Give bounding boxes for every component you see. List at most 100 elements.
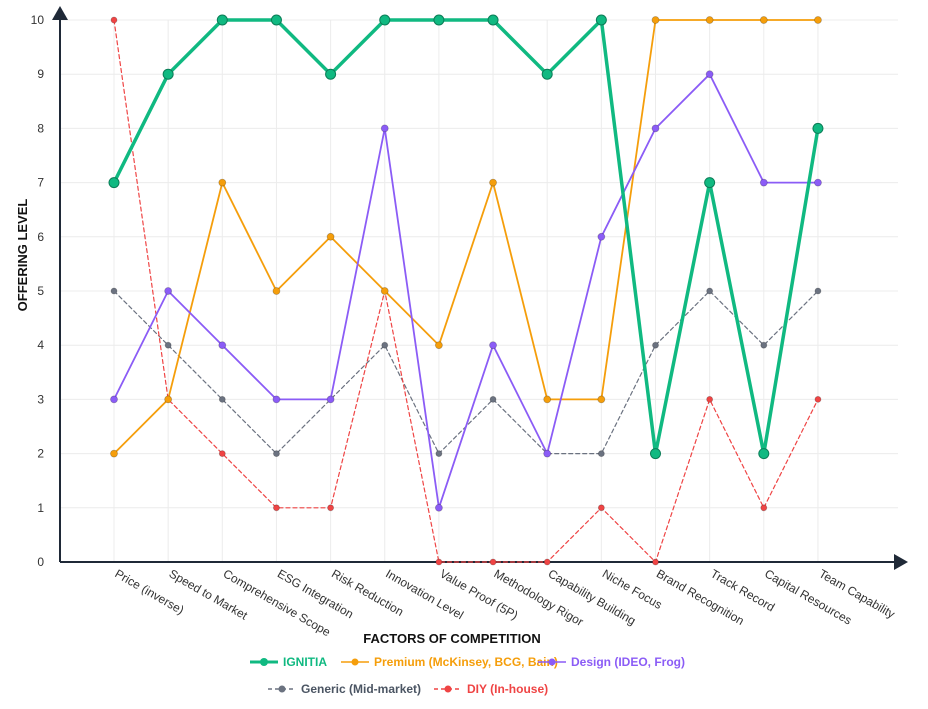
point-design-ideo-frog-10 xyxy=(651,124,660,133)
point-diy-in-house-7 xyxy=(489,558,497,566)
y-tick-label-10: 10 xyxy=(31,13,45,27)
point-premium-mckinsey-bcg-bain-9 xyxy=(597,395,606,404)
point-premium-mckinsey-bcg-bain-4 xyxy=(326,232,335,241)
y-tick-label-3: 3 xyxy=(37,392,44,406)
point-generic-mid-market-9 xyxy=(597,450,605,458)
point-design-ideo-frog-12 xyxy=(759,178,768,187)
x-tick-label-7: Methodology Rigor xyxy=(492,566,586,628)
legend-label: Design (IDEO, Frog) xyxy=(571,655,685,669)
point-generic-mid-market-13 xyxy=(814,287,822,295)
legend-label: Generic (Mid-market) xyxy=(301,682,421,696)
point-premium-mckinsey-bcg-bain-7 xyxy=(489,178,497,187)
point-design-ideo-frog-9 xyxy=(597,232,606,241)
point-generic-mid-market-2 xyxy=(218,395,226,403)
point-ignitia-12 xyxy=(758,448,770,460)
y-tick-label-9: 9 xyxy=(37,67,44,81)
point-ignitia-4 xyxy=(325,68,337,80)
point-diy-in-house-3 xyxy=(273,504,280,512)
point-premium-mckinsey-bcg-bain-13 xyxy=(814,16,822,24)
series-group xyxy=(108,14,824,566)
grid-lines xyxy=(60,19,898,563)
point-premium-mckinsey-bcg-bain-12 xyxy=(759,16,768,24)
y-axis-title: OFFERING LEVEL xyxy=(15,199,30,312)
legend-swatch-marker xyxy=(351,658,359,666)
point-design-ideo-frog-7 xyxy=(489,341,497,350)
legend-item-generic-mid-market[interactable]: Generic (Mid-market) xyxy=(268,682,421,696)
point-premium-mckinsey-bcg-bain-6 xyxy=(434,341,443,350)
point-ignitia-8 xyxy=(541,68,553,80)
point-ignitia-6 xyxy=(433,14,445,26)
point-ignitia-7 xyxy=(487,14,499,26)
y-tick-label-1: 1 xyxy=(37,501,44,515)
point-generic-mid-market-5 xyxy=(381,341,389,349)
point-design-ideo-frog-13 xyxy=(814,178,822,187)
point-design-ideo-frog-0 xyxy=(110,395,118,404)
point-diy-in-house-4 xyxy=(327,504,335,512)
point-design-ideo-frog-4 xyxy=(326,395,335,404)
legend-swatch-marker xyxy=(548,658,556,666)
series-ignitia xyxy=(108,14,824,460)
point-diy-in-house-6 xyxy=(435,558,443,566)
y-tick-labels: 0 1 2 3 4 5 6 7 8 9 10 xyxy=(31,13,45,569)
point-diy-in-house-2 xyxy=(218,450,226,458)
x-tick-labels: Price (inverse)Speed to MarketComprehens… xyxy=(113,566,898,639)
point-generic-mid-market-3 xyxy=(273,450,280,458)
y-tick-label-4: 4 xyxy=(37,338,44,352)
legend-item-diy-in-house[interactable]: DIY (In-house) xyxy=(434,682,548,696)
point-generic-mid-market-11 xyxy=(706,287,714,295)
point-ignitia-3 xyxy=(270,14,282,26)
point-premium-mckinsey-bcg-bain-10 xyxy=(651,16,660,24)
point-ignitia-11 xyxy=(704,177,716,189)
series-design-ideo-frog xyxy=(110,70,822,512)
point-diy-in-house-9 xyxy=(597,504,605,512)
legend-label: IGNITIA xyxy=(283,655,327,669)
point-ignitia-2 xyxy=(216,14,228,26)
legend-item-design-ideo-frog[interactable]: Design (IDEO, Frog) xyxy=(538,655,685,669)
legend-swatch-marker xyxy=(444,685,452,693)
y-tick-label-6: 6 xyxy=(37,230,44,244)
legend-swatch-marker xyxy=(278,685,286,693)
legend-item-ignitia[interactable]: IGNITIA xyxy=(250,655,327,669)
y-tick-label-7: 7 xyxy=(37,176,44,190)
point-design-ideo-frog-5 xyxy=(380,124,389,133)
point-premium-mckinsey-bcg-bain-2 xyxy=(218,178,227,187)
point-diy-in-house-11 xyxy=(706,395,714,403)
point-ignitia-0 xyxy=(108,177,120,189)
point-diy-in-house-12 xyxy=(760,504,768,512)
point-design-ideo-frog-6 xyxy=(434,503,443,512)
point-generic-mid-market-10 xyxy=(652,341,659,349)
x-axis-title: FACTORS OF COMPETITION xyxy=(363,631,540,646)
legend[interactable]: IGNITIA Premium (McKinsey, BCG, Bain) Desi… xyxy=(250,655,685,696)
point-premium-mckinsey-bcg-bain-0 xyxy=(110,449,118,458)
x-axis-arrow xyxy=(894,554,908,570)
point-diy-in-house-10 xyxy=(652,558,659,566)
point-diy-in-house-13 xyxy=(814,395,822,403)
point-generic-mid-market-7 xyxy=(489,395,497,403)
legend-swatch-marker xyxy=(260,658,268,666)
point-generic-mid-market-1 xyxy=(164,341,172,349)
legend-item-premium-mckinsey-bcg-bain[interactable]: Premium (McKinsey, BCG, Bain) xyxy=(341,655,558,669)
y-tick-label-5: 5 xyxy=(37,284,44,298)
point-premium-mckinsey-bcg-bain-5 xyxy=(380,287,389,295)
y-tick-label-2: 2 xyxy=(37,447,44,461)
point-ignitia-13 xyxy=(812,122,824,134)
point-design-ideo-frog-11 xyxy=(705,70,714,79)
series-generic-mid-market xyxy=(110,287,822,458)
point-generic-mid-market-12 xyxy=(760,341,768,349)
point-diy-in-house-8 xyxy=(543,558,551,566)
point-ignitia-10 xyxy=(650,448,661,460)
y-tick-label-8: 8 xyxy=(37,121,44,135)
point-premium-mckinsey-bcg-bain-11 xyxy=(705,16,714,24)
point-design-ideo-frog-2 xyxy=(218,341,227,350)
point-premium-mckinsey-bcg-bain-1 xyxy=(164,395,173,404)
y-tick-label-0: 0 xyxy=(37,555,44,569)
series-premium-mckinsey-bcg-bain xyxy=(110,16,822,458)
series-line-diy-in-house xyxy=(113,19,819,564)
axes xyxy=(52,6,908,570)
point-design-ideo-frog-1 xyxy=(164,287,173,295)
point-ignitia-1 xyxy=(162,68,174,80)
point-ignitia-5 xyxy=(379,14,391,26)
y-axis-arrow xyxy=(52,6,68,20)
legend-label: DIY (In-house) xyxy=(467,682,548,696)
